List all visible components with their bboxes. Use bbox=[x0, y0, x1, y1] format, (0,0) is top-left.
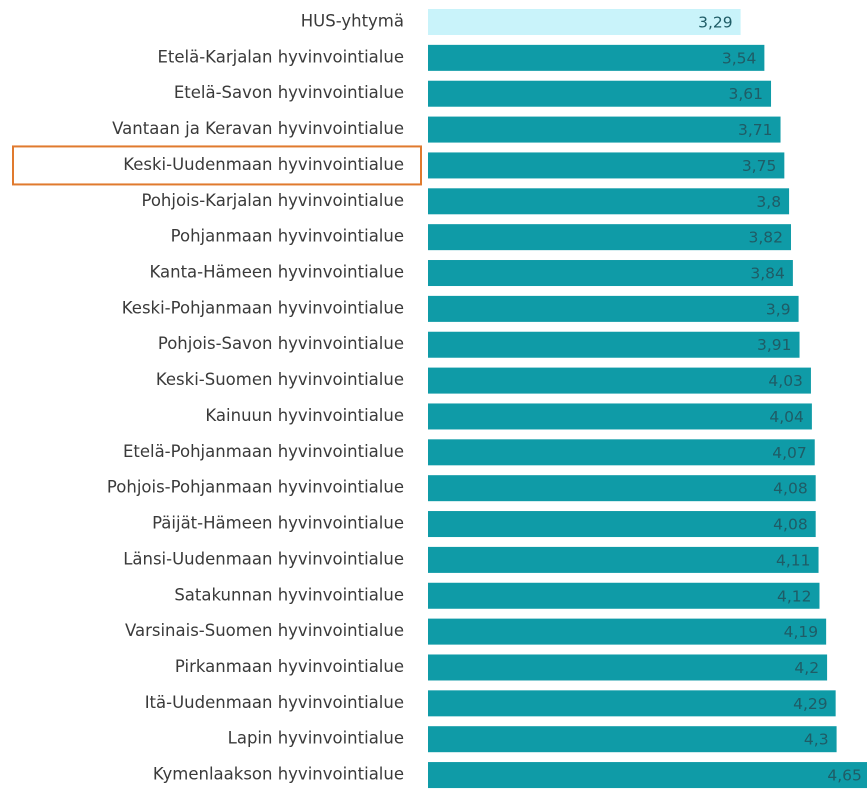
bar bbox=[428, 80, 772, 107]
category-label: Varsinais-Suomen hyvinvointialue bbox=[125, 621, 404, 640]
category-label: Pohjois-Karjalan hyvinvointialue bbox=[141, 191, 404, 210]
category-label: Pohjanmaan hyvinvointialue bbox=[171, 227, 404, 246]
category-label: Keski-Pohjanmaan hyvinvointialue bbox=[122, 298, 404, 317]
bar bbox=[428, 582, 820, 609]
category-label: Päijät-Hämeen hyvinvointialue bbox=[152, 514, 404, 533]
value-label: 3,71 bbox=[738, 121, 773, 139]
value-label: 4,29 bbox=[793, 695, 828, 713]
category-label: Kainuun hyvinvointialue bbox=[205, 406, 404, 425]
bar bbox=[428, 475, 816, 502]
value-label: 4,03 bbox=[768, 372, 803, 390]
category-label: Itä-Uudenmaan hyvinvointialue bbox=[145, 693, 404, 712]
bar bbox=[428, 116, 781, 143]
bar bbox=[428, 762, 867, 789]
bar bbox=[428, 188, 790, 215]
category-label: Kanta-Hämeen hyvinvointialue bbox=[149, 263, 404, 282]
value-label: 3,61 bbox=[729, 85, 764, 103]
category-label: Pohjois-Pohjanmaan hyvinvointialue bbox=[107, 478, 404, 497]
category-label: Etelä-Pohjanmaan hyvinvointialue bbox=[123, 442, 404, 461]
bar bbox=[428, 260, 793, 287]
value-label: 4,3 bbox=[804, 731, 829, 749]
value-label: 3,9 bbox=[766, 300, 791, 318]
bar bbox=[428, 403, 812, 430]
value-label: 4,11 bbox=[776, 551, 811, 569]
category-label: Keski-Uudenmaan hyvinvointialue bbox=[123, 155, 404, 174]
value-label: 4,2 bbox=[794, 659, 819, 677]
bar bbox=[428, 511, 816, 538]
bar bbox=[428, 546, 819, 573]
category-label: Vantaan ja Keravan hyvinvointialue bbox=[112, 119, 404, 138]
value-label: 4,08 bbox=[773, 516, 808, 534]
value-label: 3,8 bbox=[756, 193, 781, 211]
value-label: 3,75 bbox=[742, 157, 777, 175]
highlight-box bbox=[12, 145, 422, 186]
value-label: 4,07 bbox=[772, 444, 807, 462]
bar bbox=[428, 654, 828, 681]
value-label: 3,84 bbox=[750, 265, 785, 283]
value-label: 4,04 bbox=[769, 408, 804, 426]
bar bbox=[428, 152, 785, 179]
category-label: Etelä-Savon hyvinvointialue bbox=[174, 83, 404, 102]
bar bbox=[428, 44, 765, 71]
bar bbox=[428, 224, 791, 251]
category-label: Etelä-Karjalan hyvinvointialue bbox=[157, 47, 404, 66]
bar bbox=[428, 295, 799, 322]
bar bbox=[428, 726, 837, 753]
category-label: Pohjois-Savon hyvinvointialue bbox=[158, 334, 404, 353]
bar bbox=[428, 331, 800, 358]
value-label: 4,65 bbox=[827, 767, 862, 785]
bar bbox=[428, 367, 811, 394]
category-label: Satakunnan hyvinvointialue bbox=[174, 585, 404, 604]
bar bbox=[428, 618, 827, 645]
category-label: Kymenlaakson hyvinvointialue bbox=[153, 765, 404, 784]
value-label: 4,12 bbox=[777, 587, 812, 605]
value-label: 3,29 bbox=[698, 14, 733, 32]
value-label: 3,91 bbox=[757, 336, 792, 354]
bar bbox=[428, 9, 741, 35]
value-label: 4,08 bbox=[773, 480, 808, 498]
value-label: 3,54 bbox=[722, 49, 757, 67]
category-label: Länsi-Uudenmaan hyvinvointialue bbox=[123, 549, 404, 568]
value-label: 3,82 bbox=[748, 229, 783, 247]
category-label: Keski-Suomen hyvinvointialue bbox=[156, 370, 404, 389]
category-label: Lapin hyvinvointialue bbox=[228, 729, 404, 748]
bar bbox=[428, 439, 815, 466]
bar bbox=[428, 690, 836, 717]
category-label: Pirkanmaan hyvinvointialue bbox=[175, 657, 404, 676]
category-label: HUS-yhtymä bbox=[301, 12, 404, 31]
value-label: 4,19 bbox=[784, 623, 819, 641]
